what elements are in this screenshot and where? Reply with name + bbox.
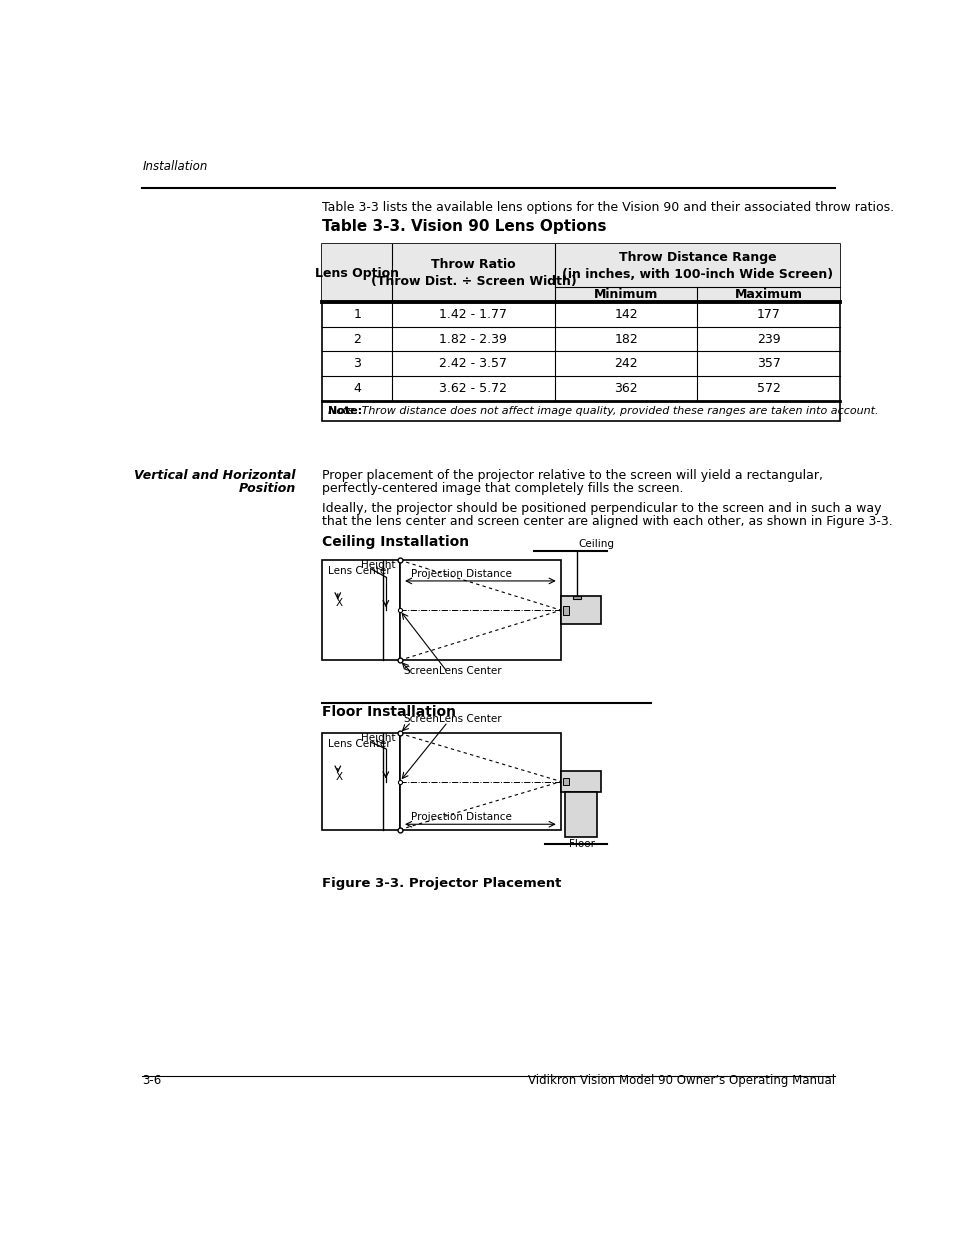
Text: Screen: Screen <box>403 666 439 676</box>
Text: Lens Option: Lens Option <box>314 267 398 280</box>
Text: Minimum: Minimum <box>594 288 658 301</box>
Text: Lens Center: Lens Center <box>438 714 500 724</box>
Text: Note: Throw distance does not affect image quality, provided these ranges are ta: Note: Throw distance does not affect ima… <box>328 406 878 416</box>
Text: Ceiling: Ceiling <box>578 538 614 548</box>
Bar <box>560 597 600 624</box>
Text: Lens Center: Lens Center <box>328 566 390 576</box>
Text: 362: 362 <box>614 382 638 395</box>
Text: 2: 2 <box>353 332 361 346</box>
Text: Lens Center: Lens Center <box>328 740 390 750</box>
Bar <box>562 605 568 615</box>
Text: X: X <box>335 598 342 609</box>
Text: X: X <box>335 772 342 782</box>
Text: Lens Center: Lens Center <box>438 666 500 676</box>
Text: Ideally, the projector should be positioned perpendicular to the screen and in s: Ideally, the projector should be positio… <box>322 501 881 515</box>
Text: 177: 177 <box>756 308 780 321</box>
Text: Ceiling Installation: Ceiling Installation <box>322 535 469 550</box>
Text: Floor Installation: Floor Installation <box>322 705 456 719</box>
Text: Screen: Screen <box>403 714 439 724</box>
Text: Height: Height <box>360 559 395 569</box>
Text: Vertical and Horizontal: Vertical and Horizontal <box>134 469 295 483</box>
Text: Position: Position <box>238 483 295 495</box>
Text: 3-6: 3-6 <box>142 1073 162 1087</box>
Text: Projection Distance: Projection Distance <box>411 813 512 823</box>
Text: Projection Distance: Projection Distance <box>411 569 512 579</box>
Text: Maximum: Maximum <box>734 288 801 301</box>
Text: Throw Ratio
(Throw Dist. ÷ Screen Width): Throw Ratio (Throw Dist. ÷ Screen Width) <box>370 258 576 288</box>
Text: Floor: Floor <box>568 840 594 850</box>
Text: 4: 4 <box>353 382 361 395</box>
Text: Height: Height <box>360 734 395 743</box>
Text: 1.42 - 1.77: 1.42 - 1.77 <box>439 308 507 321</box>
Bar <box>562 778 568 784</box>
Text: Note:: Note: <box>328 406 362 416</box>
Bar <box>322 734 399 830</box>
Text: 1: 1 <box>353 308 361 321</box>
Text: Proper placement of the projector relative to the screen will yield a rectangula: Proper placement of the projector relati… <box>322 469 822 483</box>
Text: 572: 572 <box>756 382 780 395</box>
Bar <box>573 597 580 599</box>
Text: perfectly-centered image that completely fills the screen.: perfectly-centered image that completely… <box>322 483 683 495</box>
Text: 142: 142 <box>614 308 638 321</box>
Bar <box>560 771 600 793</box>
Text: 3.62 - 5.72: 3.62 - 5.72 <box>439 382 507 395</box>
Text: 357: 357 <box>756 357 780 370</box>
Text: 239: 239 <box>756 332 780 346</box>
Bar <box>322 245 840 421</box>
Text: 1.82 - 2.39: 1.82 - 2.39 <box>439 332 507 346</box>
Text: 2.42 - 3.57: 2.42 - 3.57 <box>439 357 507 370</box>
Bar <box>399 734 560 830</box>
Text: 242: 242 <box>614 357 638 370</box>
Bar <box>399 561 560 661</box>
Text: 182: 182 <box>614 332 638 346</box>
Text: Table 3-3 lists the available lens options for the Vision 90 and their associate: Table 3-3 lists the available lens optio… <box>322 201 894 215</box>
Bar <box>564 793 597 837</box>
Text: Figure 3-3. Projector Placement: Figure 3-3. Projector Placement <box>322 877 561 890</box>
Text: Vidikron Vision Model 90 Owner’s Operating Manual: Vidikron Vision Model 90 Owner’s Operati… <box>528 1073 835 1087</box>
Text: Throw Distance Range
(in inches, with 100-inch Wide Screen): Throw Distance Range (in inches, with 10… <box>561 251 832 280</box>
Bar <box>322 561 399 661</box>
Bar <box>322 245 840 303</box>
Text: Installation: Installation <box>142 159 208 173</box>
Text: that the lens center and screen center are aligned with each other, as shown in : that the lens center and screen center a… <box>322 515 892 527</box>
Text: 3: 3 <box>353 357 361 370</box>
Text: Table 3-3. Vision 90 Lens Options: Table 3-3. Vision 90 Lens Options <box>322 220 606 235</box>
